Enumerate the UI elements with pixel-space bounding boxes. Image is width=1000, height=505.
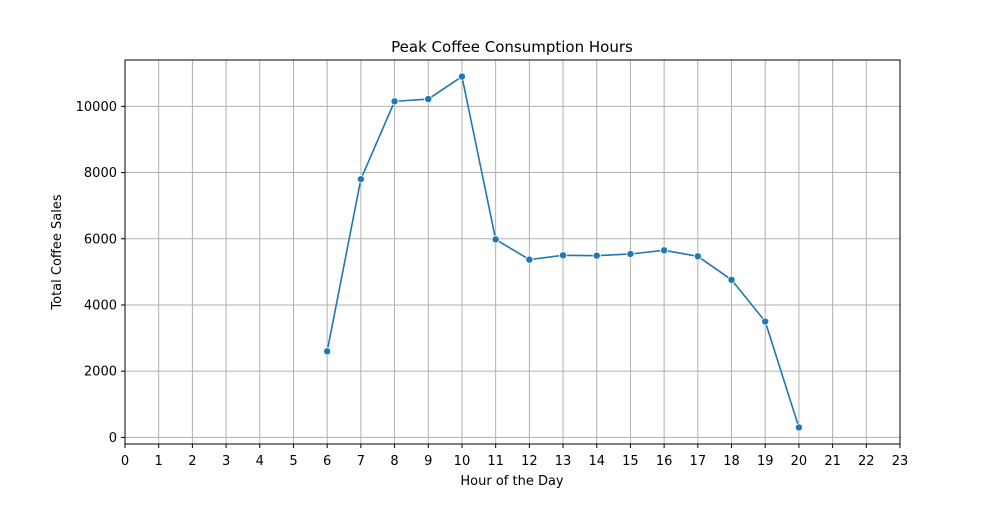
x-tick-label: 8 (390, 454, 398, 469)
x-tick-label: 19 (757, 454, 774, 469)
data-point-marker (559, 251, 568, 260)
x-tick-label: 16 (656, 454, 673, 469)
x-tick-label: 18 (723, 454, 740, 469)
x-tick-label: 21 (824, 454, 841, 469)
x-tick-label: 12 (521, 454, 538, 469)
chart-title: Peak Coffee Consumption Hours (391, 38, 633, 56)
data-point-marker (660, 246, 669, 255)
grid (124, 60, 901, 444)
x-tick-label: 9 (424, 454, 432, 469)
x-tick-label: 23 (892, 454, 909, 469)
y-tick-label: 4000 (84, 298, 117, 313)
x-tick-label: 11 (487, 454, 504, 469)
data-point-marker (727, 275, 736, 284)
data-point-marker (794, 423, 803, 432)
y-tick-label: 0 (109, 431, 117, 446)
data-point-marker (457, 72, 466, 81)
x-tick-label: 17 (690, 454, 707, 469)
x-axis-label: Hour of the Day (460, 474, 564, 489)
data-point-marker (761, 317, 770, 326)
plot-frame (124, 59, 901, 445)
x-tick-label: 2 (188, 454, 196, 469)
x-tick-label: 1 (155, 454, 163, 469)
x-tick-label: 0 (121, 454, 129, 469)
x-tick-label: 4 (256, 454, 264, 469)
x-tick-label: 15 (622, 454, 639, 469)
data-point-marker (491, 235, 500, 244)
data-point-marker (693, 252, 702, 261)
data-point-marker (323, 347, 332, 356)
data-point-marker (592, 251, 601, 260)
series-layer (323, 72, 803, 432)
data-point-marker (356, 175, 365, 184)
y-axis-label: Total Coffee Sales (50, 194, 65, 310)
y-tick-label: 6000 (84, 232, 117, 247)
x-tick-label: 13 (555, 454, 572, 469)
y-tick-label: 2000 (84, 365, 117, 380)
axis-ticks: 0 1 2 3 4 5 6 7 8 9 10 11 12 13 14 15 16 17 18 19 20 21 22 2302… (76, 100, 909, 469)
x-tick-label: 22 (858, 454, 875, 469)
data-point-marker (390, 97, 399, 106)
x-tick-label: 10 (454, 454, 471, 469)
x-tick-label: 14 (588, 454, 605, 469)
data-point-marker (525, 255, 534, 264)
x-tick-label: 3 (222, 454, 230, 469)
y-tick-label: 8000 (84, 166, 117, 181)
x-tick-label: 6 (323, 454, 331, 469)
data-point-marker (424, 95, 433, 104)
y-tick-label: 10000 (76, 100, 117, 115)
x-tick-label: 5 (289, 454, 297, 469)
data-point-marker (626, 249, 635, 258)
x-tick-label: 20 (791, 454, 808, 469)
x-tick-label: 7 (357, 454, 365, 469)
